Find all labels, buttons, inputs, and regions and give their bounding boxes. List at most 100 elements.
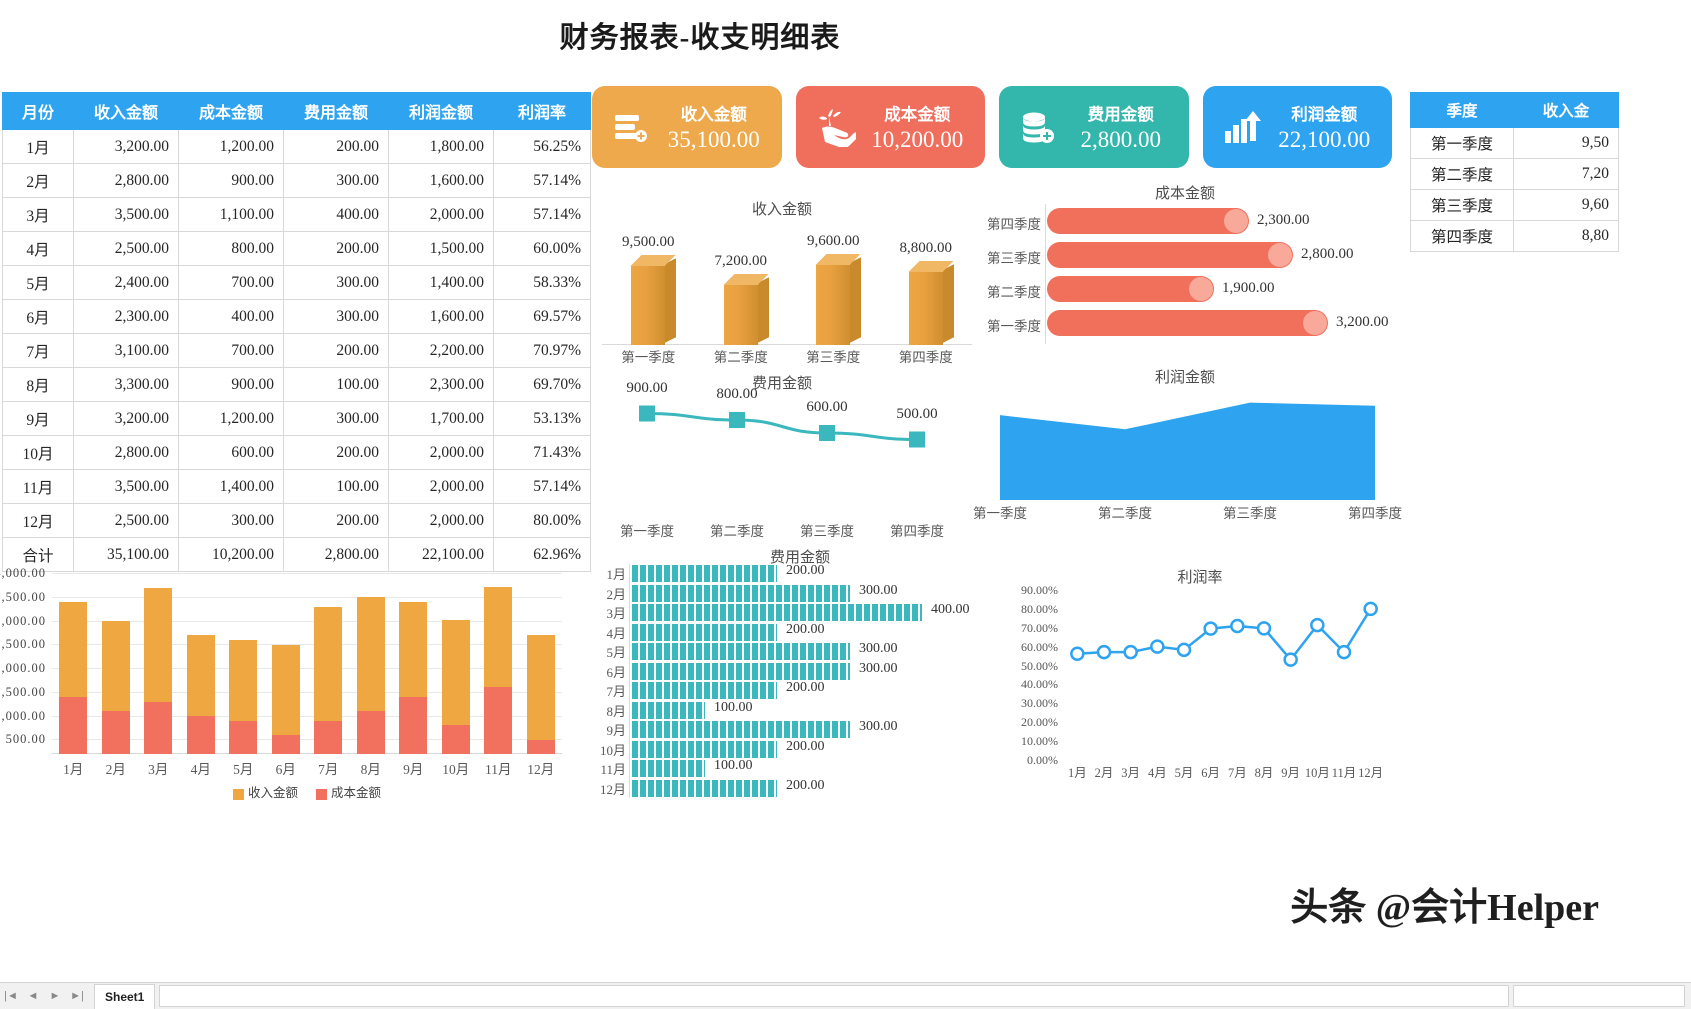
table-row[interactable]: 3月 3,500.00 1,100.00 400.00 2,000.00 57.14%	[2, 197, 591, 232]
data-label: 1,900.00	[1222, 280, 1275, 296]
stacked-bar[interactable]	[271, 645, 300, 754]
sheet-tab-sheet1[interactable]: Sheet1	[94, 983, 156, 1009]
cell: 3,300.00	[73, 367, 179, 402]
column-header-0: 季度	[1410, 92, 1514, 128]
table-row[interactable]: 10月 2,800.00 600.00 200.00 2,000.00 71.43%	[2, 435, 591, 470]
y-tick-label: 1,000.00	[0, 708, 46, 723]
pictogram-bar[interactable]	[632, 721, 850, 738]
data-label: 9,600.00	[807, 233, 860, 249]
stacked-bar[interactable]	[484, 587, 513, 754]
y-tick-label: 3,500.00	[0, 589, 46, 604]
area-series	[1000, 402, 1375, 500]
first-sheet-button[interactable]: |◄	[4, 990, 18, 1002]
table-header-row: 季度 收入金	[1410, 92, 1619, 128]
y-tick-label: 4,000.00	[0, 566, 46, 580]
pictogram-bar[interactable]	[632, 623, 777, 641]
stacked-bar[interactable]	[59, 602, 88, 754]
stacked-bar[interactable]	[314, 607, 343, 754]
pictogram-bar[interactable]	[632, 565, 777, 582]
chart-expense-monthly[interactable]: 费用金额 1月 200.00 2月 300.00 3月 400.00 4月 200.00 5月 3…	[590, 546, 1010, 806]
table-row[interactable]: 第三季度 9,60	[1410, 189, 1619, 221]
table-row[interactable]: 第二季度 7,20	[1410, 158, 1619, 190]
chart-revenue-quarter[interactable]: 收入金额 9,500.00 7,200.00 9,600.00 8,800.00 第一…	[592, 198, 972, 368]
bar[interactable]	[1047, 276, 1214, 302]
monthly-detail-table[interactable]: 月份 收入金额 成本金额 费用金额 利润金额 利润率 1月 3,200.00 1,200.00…	[2, 92, 591, 572]
pictogram-bar[interactable]	[632, 760, 705, 777]
kpi-card-3[interactable]: 利润金额 22,100.00	[1202, 86, 1392, 168]
segment-cost	[271, 735, 300, 754]
pictogram-bar[interactable]	[632, 740, 777, 758]
table-row[interactable]: 4月 2,500.00 800.00 200.00 1,500.00 60.00%	[2, 231, 591, 266]
stacked-bar[interactable]	[356, 597, 385, 754]
table-row[interactable]: 第四季度 8,80	[1410, 220, 1619, 252]
pictogram-bar[interactable]	[632, 584, 850, 602]
table-row[interactable]: 第一季度 9,50	[1410, 127, 1619, 159]
stacked-bar[interactable]	[101, 621, 130, 754]
bar-group[interactable]	[723, 220, 769, 345]
data-label: 200.00	[786, 621, 825, 637]
cell: 7,20	[1513, 158, 1619, 190]
table-row[interactable]: 1月 3,200.00 1,200.00 200.00 1,800.00 56.25%	[2, 129, 591, 164]
legend-item-0[interactable]: 收入金额	[232, 782, 298, 801]
table-row[interactable]: 合计 35,100.00 10,200.00 2,800.00 22,100.00 62.…	[2, 537, 591, 572]
scroll-thumb[interactable]	[1513, 985, 1685, 1007]
column-header-5: 利润率	[493, 92, 591, 130]
table-row[interactable]: 2月 2,800.00 900.00 300.00 1,600.00 57.14%	[2, 163, 591, 198]
chart-expense-quarter[interactable]: 费用金额 900.00 800.00 600.00 500.00 第一季度 第二季度 第三…	[592, 372, 972, 542]
kpi-value: 22,100.00	[1278, 127, 1371, 152]
pictogram-bar[interactable]	[632, 682, 777, 699]
bar[interactable]	[1047, 242, 1293, 268]
stacked-bar[interactable]	[229, 640, 258, 754]
chart-cost-quarter[interactable]: 成本金额 第四季度 2,300.00 第三季度 2,800.00 第二季度 1,900.0…	[985, 182, 1389, 352]
column-header-3: 费用金额	[283, 92, 389, 130]
pictogram-bar[interactable]	[632, 604, 922, 621]
pictogram-bar[interactable]	[632, 662, 850, 680]
stacked-bar[interactable]	[186, 635, 215, 754]
next-sheet-button[interactable]: ►	[49, 990, 61, 1002]
pictogram-bar[interactable]	[632, 643, 850, 660]
kpi-card-2[interactable]: 费用金额 2,800.00	[999, 86, 1189, 168]
table-row[interactable]: 6月 2,300.00 400.00 300.00 1,600.00 69.57%	[2, 299, 591, 334]
bar-side	[942, 264, 954, 343]
pictogram-bar[interactable]	[632, 701, 705, 719]
chart-profit-rate-monthly[interactable]: 利润率 90.00% 80.00% 70.00% 60.00% 50.00% 40.00%…	[1000, 566, 1400, 796]
x-tick-label: 12月	[1358, 766, 1384, 780]
stacked-bar[interactable]	[526, 635, 555, 754]
table-row[interactable]: 12月 2,500.00 300.00 200.00 2,000.00 80.00%	[2, 503, 591, 538]
kpi-card-0[interactable]: 收入金额 35,100.00	[592, 86, 782, 168]
quarterly-summary-table[interactable]: 季度 收入金 第一季度 9,50 第二季度 7,20 第三季度 9,60 第四季度 8,80	[1410, 92, 1619, 252]
cell: 9,50	[1513, 127, 1619, 159]
table-row[interactable]: 11月 3,500.00 1,400.00 100.00 2,000.00 57.14%	[2, 469, 591, 504]
table-row[interactable]: 5月 2,400.00 700.00 300.00 1,400.00 58.33%	[2, 265, 591, 300]
bar-group[interactable]	[908, 220, 954, 345]
bar-group[interactable]	[630, 220, 677, 345]
y-tick-label: 60.00%	[1021, 639, 1058, 654]
chart-title: 收入金额	[751, 202, 812, 218]
cell: 400.00	[178, 299, 284, 334]
table-row[interactable]: 8月 3,300.00 900.00 100.00 2,300.00 69.70%	[2, 367, 591, 402]
stacked-bar[interactable]	[441, 620, 470, 754]
stacked-bar[interactable]	[144, 588, 173, 754]
chart-profit-quarter[interactable]: 利润金额 第一季度 第二季度 第三季度 第四季度	[973, 366, 1402, 556]
last-sheet-button[interactable]: ►|	[70, 990, 84, 1002]
pictogram-bar[interactable]	[632, 779, 777, 797]
chart-revenue-cost-monthly[interactable]: 4,000.00 3,500.00 3,000.00 2,500.00 2,000.00…	[0, 556, 574, 806]
table-row[interactable]: 7月 3,100.00 700.00 200.00 2,200.00 70.97%	[2, 333, 591, 368]
segment-revenue	[186, 635, 215, 716]
prev-sheet-button[interactable]: ◄	[27, 990, 39, 1002]
bar[interactable]	[1047, 208, 1249, 234]
bar[interactable]	[1047, 310, 1328, 336]
x-tick-label: 第三季度	[806, 350, 861, 365]
cell: 300.00	[178, 503, 284, 538]
bar-group[interactable]	[815, 220, 862, 345]
cell: 57.14%	[493, 469, 591, 504]
horizontal-scrollbar[interactable]	[159, 985, 1509, 1007]
stacked-bar[interactable]	[399, 602, 428, 754]
legend-swatch	[316, 788, 327, 800]
cell: 10,200.00	[178, 537, 284, 572]
segment-revenue	[229, 640, 258, 721]
legend-item-1[interactable]: 成本金额	[316, 782, 381, 801]
segment-cost	[59, 697, 88, 754]
kpi-card-1[interactable]: 成本金额 10,200.00	[795, 86, 985, 168]
table-row[interactable]: 9月 3,200.00 1,200.00 300.00 1,700.00 53.13%	[2, 401, 591, 436]
